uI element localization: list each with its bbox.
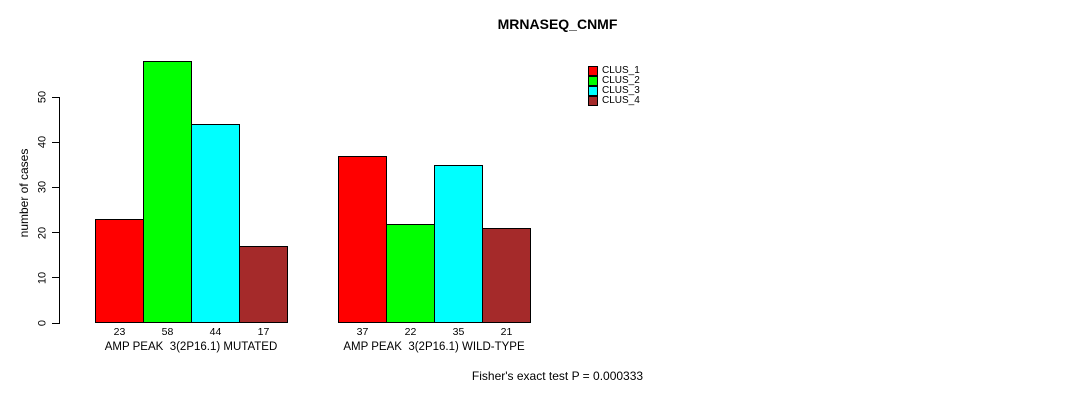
bar-clus_3 xyxy=(191,124,240,323)
y-axis-line xyxy=(59,97,60,324)
y-tick-label: 40 xyxy=(36,136,49,149)
y-tick-mark xyxy=(52,322,60,324)
legend-swatch-clus_2 xyxy=(588,76,598,86)
y-tick-mark xyxy=(52,186,60,188)
legend-row: CLUS_2 xyxy=(588,76,640,86)
bar-clus_4 xyxy=(239,246,288,323)
bar-value-label: 22 xyxy=(404,326,417,338)
legend-row: CLUS_3 xyxy=(588,86,640,96)
bar-value-label: 58 xyxy=(161,326,174,338)
bar-clus_3 xyxy=(434,165,483,323)
y-tick-label: 10 xyxy=(36,271,49,284)
legend-row: CLUS_1 xyxy=(588,66,640,76)
y-tick-mark xyxy=(52,232,60,234)
y-tick-label: 50 xyxy=(36,90,49,104)
bar-value-label: 21 xyxy=(500,326,513,338)
bar-value-label: 23 xyxy=(113,326,126,338)
bar-clus_2 xyxy=(143,61,192,323)
group-label: AMP PEAK 3(2P16.1) WILD-TYPE xyxy=(343,341,525,353)
y-tick-label: 30 xyxy=(36,181,49,194)
bar-value-label: 17 xyxy=(257,326,270,338)
y-tick-mark xyxy=(52,141,60,143)
bar-value-label: 35 xyxy=(452,326,465,338)
legend-row: CLUS_4 xyxy=(588,96,640,106)
y-tick-label: 0 xyxy=(36,319,49,327)
group-label: AMP PEAK 3(2P16.1) MUTATED xyxy=(104,341,278,353)
legend-label: CLUS_3 xyxy=(602,85,640,96)
legend: CLUS_1 CLUS_2 CLUS_3 CLUS_4 xyxy=(588,66,640,106)
bar-clus_2 xyxy=(386,224,435,323)
legend-label: CLUS_4 xyxy=(602,95,640,106)
legend-label: CLUS_1 xyxy=(602,65,640,76)
legend-label: CLUS_2 xyxy=(602,75,640,86)
bar-value-label: 44 xyxy=(209,326,222,338)
legend-swatch-clus_4 xyxy=(588,96,598,106)
chart-footnote: Fisher's exact test P = 0.000333 xyxy=(471,369,644,383)
y-tick-mark xyxy=(52,277,60,279)
legend-swatch-clus_1 xyxy=(588,66,598,76)
bar-clus_1 xyxy=(338,156,387,323)
y-axis-title: number of cases xyxy=(17,148,31,238)
y-tick-label: 20 xyxy=(36,226,49,239)
bar-value-label: 37 xyxy=(356,326,369,338)
bar-clus_1 xyxy=(95,219,144,323)
y-tick-mark xyxy=(52,96,60,98)
legend-swatch-clus_3 xyxy=(588,86,598,96)
chart-title: MRNASEQ_CNMF xyxy=(497,16,618,32)
bar-clus_4 xyxy=(482,228,531,323)
